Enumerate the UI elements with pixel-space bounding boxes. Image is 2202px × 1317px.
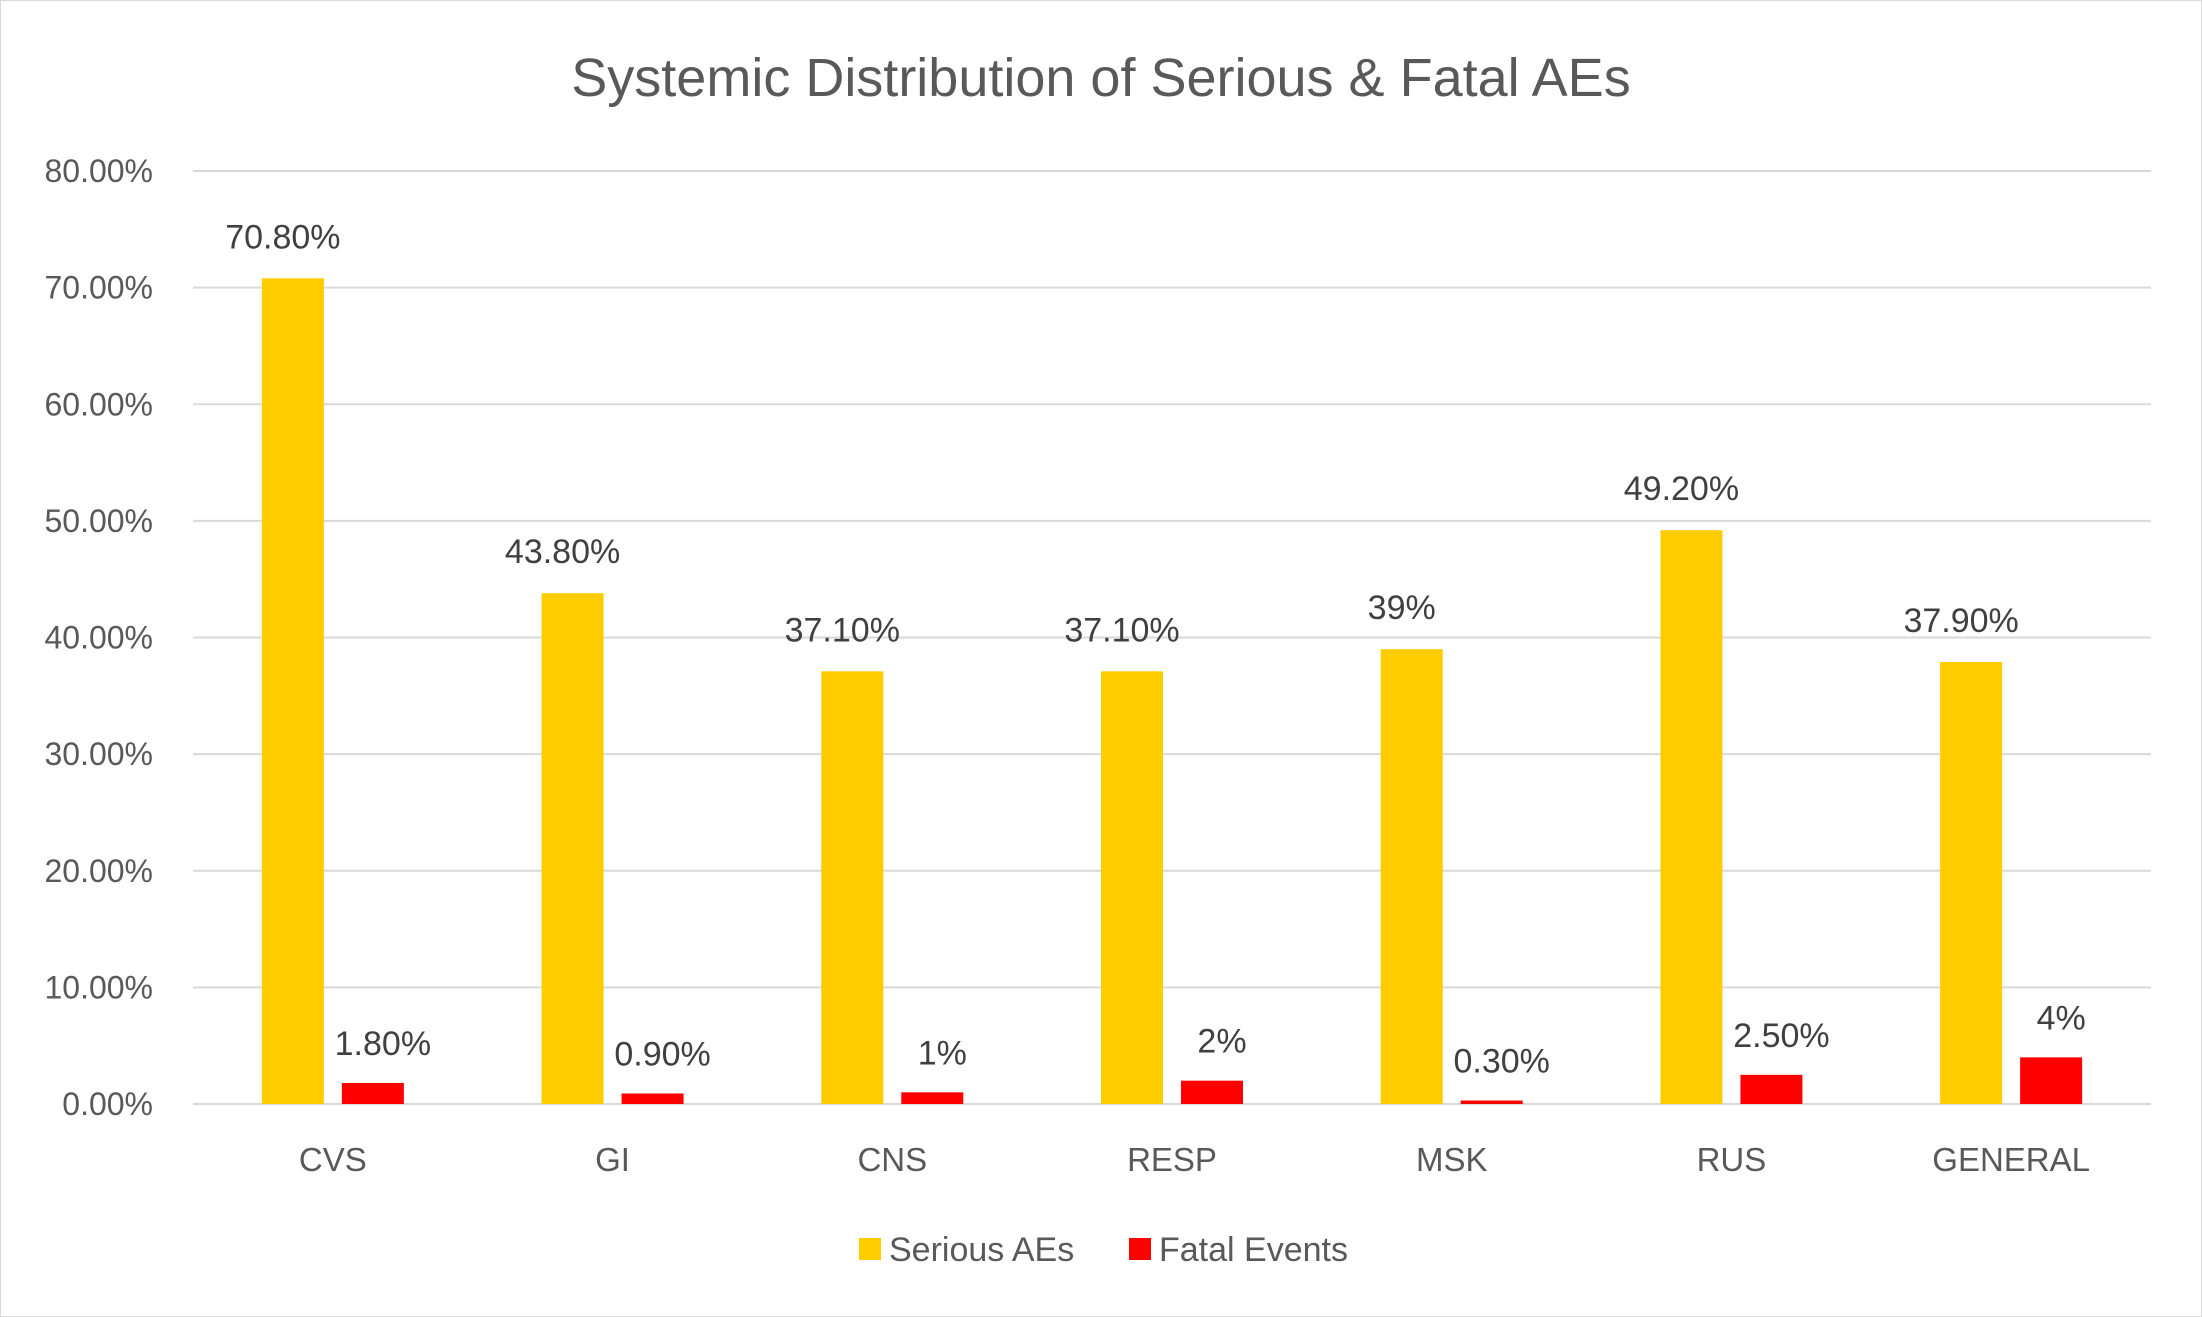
data-label-fatal-events: 2% [1197, 1023, 1246, 1061]
bar-fatal-events [1460, 1100, 1523, 1104]
x-category-label: MSK [1416, 1141, 1488, 1178]
data-label-serious-aes: 49.20% [1624, 470, 1739, 508]
bar-serious-aes [541, 593, 604, 1104]
bar-fatal-events [2020, 1057, 2083, 1104]
y-tick-label: 20.00% [44, 853, 153, 889]
data-label-fatal-events: 0.90% [614, 1036, 710, 1074]
legend-swatch-fatal-events [1129, 1238, 1151, 1260]
y-tick-label: 0.00% [62, 1086, 153, 1122]
y-tick-label: 30.00% [44, 736, 153, 772]
data-label-fatal-events: 0.30% [1454, 1043, 1550, 1081]
data-label-serious-aes: 37.10% [1064, 611, 1179, 649]
legend: Serious AEs Fatal Events [859, 1231, 1348, 1269]
x-category-label: RUS [1697, 1141, 1767, 1178]
bar-serious-aes [1380, 649, 1443, 1104]
y-tick-label: 10.00% [44, 969, 153, 1005]
legend-label-fatal-events: Fatal Events [1159, 1231, 1348, 1269]
y-tick-label: 70.00% [44, 270, 153, 306]
y-tick-label: 60.00% [44, 386, 153, 422]
x-category-label: CNS [857, 1141, 927, 1178]
bar-serious-aes [261, 278, 324, 1104]
bar-fatal-events [901, 1092, 964, 1104]
x-category-label: GENERAL [1932, 1141, 2090, 1178]
y-tick-label: 80.00% [44, 153, 153, 189]
y-tick-label: 40.00% [44, 620, 153, 656]
data-label-fatal-events: 2.50% [1733, 1017, 1829, 1055]
x-category-label: GI [595, 1141, 630, 1178]
y-tick-label: 50.00% [44, 503, 153, 539]
data-label-fatal-events: 1% [918, 1034, 967, 1072]
data-label-serious-aes: 70.80% [225, 218, 340, 256]
bar-fatal-events [1181, 1080, 1243, 1104]
bar-serious-aes [821, 671, 884, 1104]
y-axis-ticks: 0.00% 10.00% 20.00% 30.00% 40.00% 50.00% 60.00… [44, 153, 153, 1122]
data-label-fatal-events: 1.80% [335, 1025, 431, 1063]
bar-fatal-events [621, 1093, 684, 1104]
bars [261, 278, 2083, 1104]
legend-swatch-serious-aes [859, 1238, 881, 1260]
x-axis-categories: CVS GI CNS RESP MSK RUS GENERAL [299, 1141, 2090, 1178]
bar-fatal-events [1740, 1074, 1803, 1104]
bar-serious-aes [1101, 671, 1163, 1104]
x-category-label: CVS [299, 1141, 367, 1178]
bar-serious-aes [1940, 661, 2003, 1104]
data-label-serious-aes: 37.90% [1903, 602, 2018, 640]
data-label-serious-aes: 43.80% [505, 533, 620, 571]
chart-title: Systemic Distribution of Serious & Fatal… [571, 48, 1630, 108]
data-label-fatal-events: 4% [2037, 999, 2086, 1037]
bar-fatal-events [341, 1083, 404, 1104]
data-labels: 70.80% 1.80% 43.80% 0.90% 37.10% 1% 37.10% 2% 39… [225, 218, 2086, 1080]
x-category-label: RESP [1127, 1141, 1217, 1178]
bar-serious-aes [1660, 530, 1723, 1104]
data-label-serious-aes: 39% [1368, 589, 1436, 627]
legend-label-serious-aes: Serious AEs [889, 1231, 1074, 1269]
data-label-serious-aes: 37.10% [785, 611, 900, 649]
gridlines [193, 170, 2151, 1105]
